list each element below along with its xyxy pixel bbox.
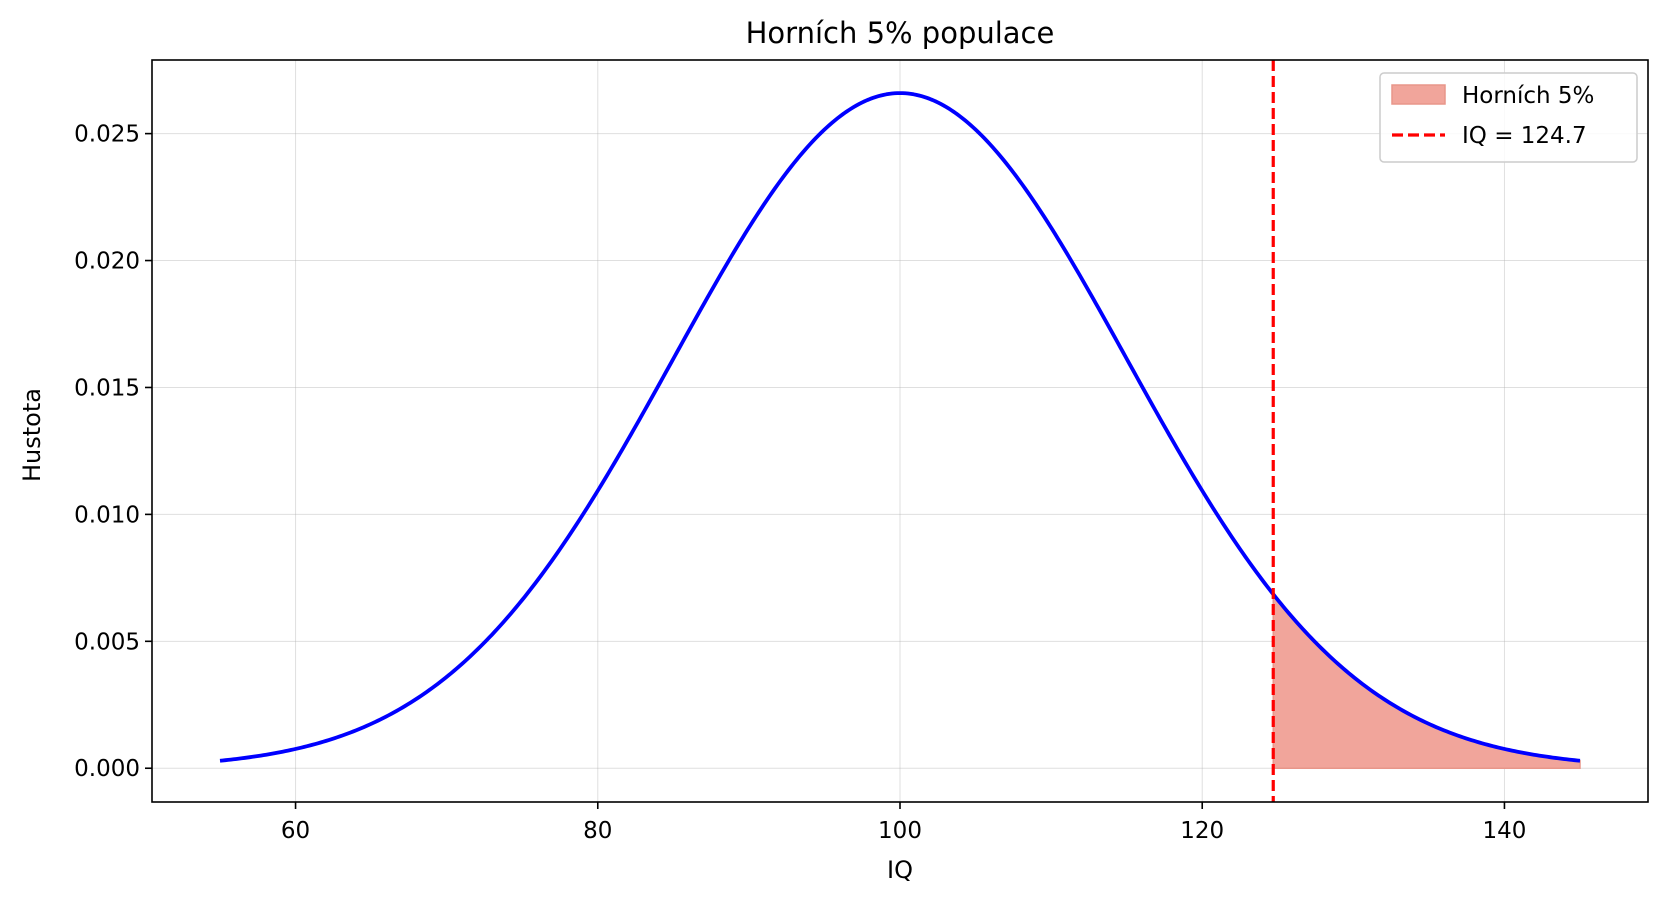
y-tick-label: 0.025 (74, 122, 140, 148)
x-tick-label: 120 (1180, 818, 1224, 844)
legend: Horních 5% IQ = 124.7 (1379, 72, 1638, 163)
y-tick-label: 0.005 (74, 629, 140, 655)
x-tick-label: 80 (583, 818, 612, 844)
chart-title: Horních 5% populace (746, 16, 1055, 50)
y-axis: 0.000 0.005 0.010 0.015 0.020 0.025 (74, 122, 152, 782)
legend-label-area: Horních 5% (1462, 83, 1594, 109)
y-tick-label: 0.020 (74, 249, 140, 275)
density-curve (219, 91, 1581, 763)
x-axis-label: IQ (887, 856, 913, 884)
density-curve-layer (219, 91, 1581, 763)
y-tick-label: 0.015 (74, 375, 140, 401)
y-tick-label: 0.010 (74, 502, 140, 528)
x-tick-label: 140 (1482, 818, 1526, 844)
y-axis-label: Hustota (18, 388, 46, 482)
legend-label-line: IQ = 124.7 (1462, 123, 1587, 149)
x-axis: 60 80 100 120 140 (281, 802, 1526, 844)
x-tick-label: 100 (878, 818, 922, 844)
legend-swatch-area (1391, 84, 1446, 105)
x-tick-label: 60 (281, 818, 310, 844)
y-tick-label: 0.000 (74, 756, 140, 782)
